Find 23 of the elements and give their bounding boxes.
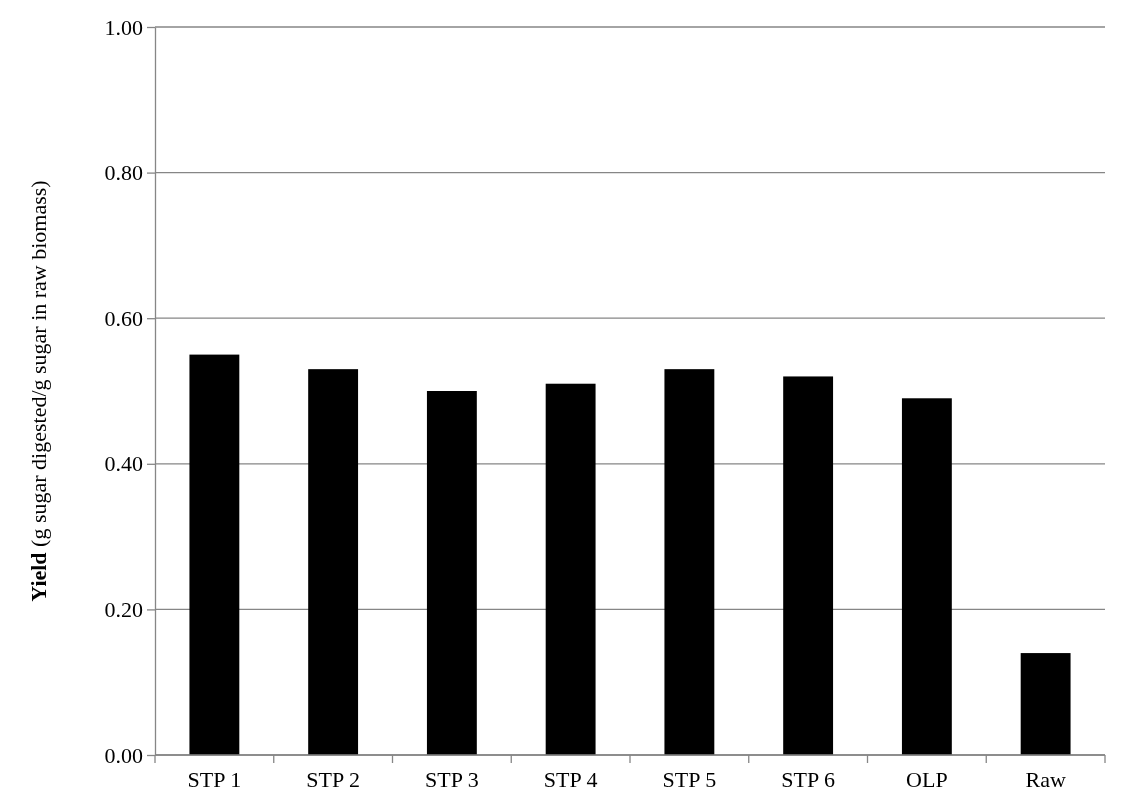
y-tick-label: 1.00 (104, 14, 143, 40)
y-tick-label: 0.40 (104, 451, 143, 477)
bar (308, 369, 359, 755)
y-tick-label: 0.60 (104, 305, 143, 331)
bar (545, 383, 596, 755)
bar (1020, 653, 1071, 755)
bar (426, 391, 477, 755)
x-tick-label: Raw (1025, 767, 1066, 792)
y-tick-label: 0.00 (104, 742, 143, 768)
x-tick-label: STP 1 (187, 767, 242, 792)
x-tick-label: STP 4 (543, 767, 598, 792)
bar (901, 398, 952, 755)
bar (189, 354, 240, 755)
bar (664, 369, 715, 755)
y-tick-label: 0.20 (104, 596, 143, 622)
y-tick-label: 0.80 (104, 160, 143, 186)
y-axis-title: Yield (g sugar digested/g sugar in raw biomass) (26, 180, 51, 602)
x-tick-label: STP 2 (306, 767, 360, 792)
bar (783, 376, 834, 755)
x-tick-label: STP 6 (781, 767, 835, 792)
x-tick-label: OLP (906, 767, 948, 792)
x-tick-label: STP 3 (425, 767, 479, 792)
x-tick-label: STP 5 (662, 767, 717, 792)
